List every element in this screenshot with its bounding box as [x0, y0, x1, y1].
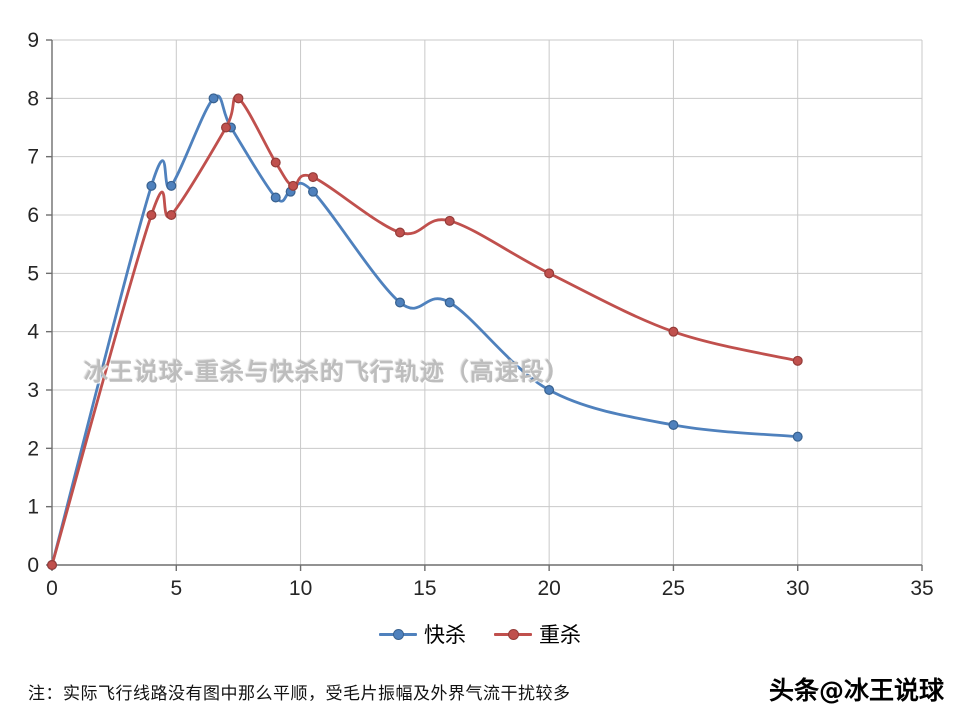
svg-text:15: 15: [413, 577, 436, 600]
legend-item-zhongsha: 重杀: [494, 619, 581, 649]
svg-text:6: 6: [27, 204, 39, 227]
svg-text:1: 1: [27, 496, 39, 519]
legend-marker-zhongsha-icon: [494, 628, 532, 640]
svg-text:9: 9: [27, 29, 39, 52]
svg-text:5: 5: [27, 262, 39, 285]
svg-text:2: 2: [27, 437, 39, 460]
footnote: 注：实际飞行线路没有图中那么平顺，受毛片振幅及外界气流干扰较多: [28, 684, 571, 703]
legend-label-kuaisha: 快杀: [424, 623, 466, 647]
legend-marker-kuaisha-icon: [379, 628, 417, 640]
legend-item-kuaisha: 快杀: [379, 619, 466, 649]
svg-text:30: 30: [786, 577, 809, 600]
chart-area: 0 1 2 3 4 5 6 7 8 9 0 5 10 15 20 25 30 35 冰王说球-重杀与快杀的飞行轨迹…: [27, 29, 933, 600]
svg-text:5: 5: [170, 577, 182, 600]
svg-text:8: 8: [27, 87, 39, 110]
line-chart: 0 1 2 3 4 5 6 7 8 9 0 5 10 15 20 25 30 35: [27, 29, 933, 600]
chart-legend: 快杀 重杀: [0, 619, 960, 649]
svg-text:7: 7: [27, 146, 39, 169]
svg-text:0: 0: [27, 554, 39, 577]
svg-text:25: 25: [662, 577, 685, 600]
legend-label-zhongsha: 重杀: [539, 623, 581, 647]
svg-text:3: 3: [27, 379, 39, 402]
svg-text:20: 20: [537, 577, 560, 600]
watermark-text: 冰王说球-重杀与快杀的飞行轨迹（高速段）: [84, 358, 570, 386]
brand-signature: 头条@冰王说球: [768, 676, 944, 705]
svg-text:0: 0: [46, 577, 58, 600]
svg-text:35: 35: [910, 577, 933, 600]
svg-text:4: 4: [27, 321, 39, 344]
svg-text:10: 10: [289, 577, 312, 600]
